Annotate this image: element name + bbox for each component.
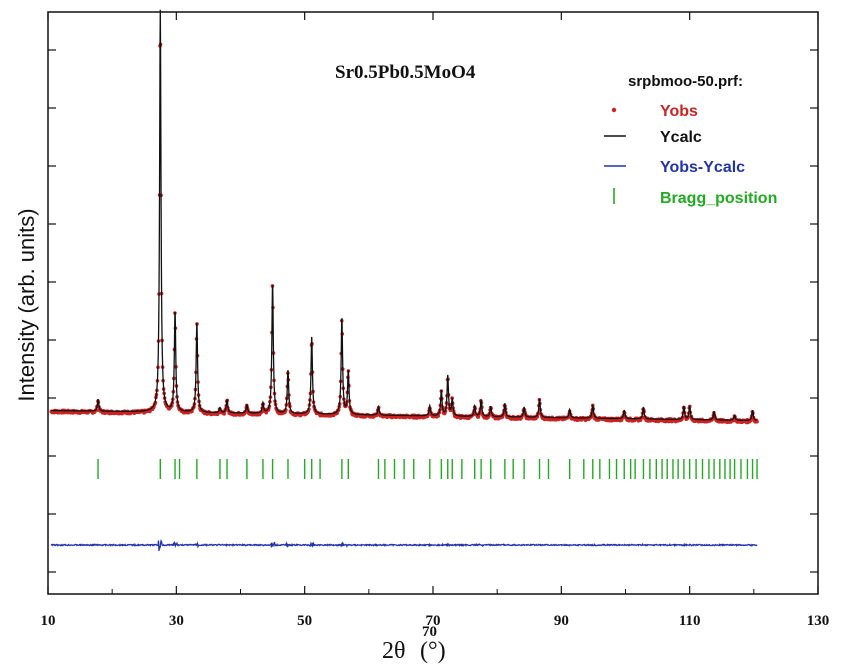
x-ticks: 10 30 50 70 90 110 130 bbox=[41, 12, 830, 629]
x-axis-label-unit: (°) bbox=[420, 638, 446, 664]
x-tick-label: 50 bbox=[297, 613, 312, 629]
x-axis-label: 2θ 70 (°) bbox=[382, 624, 446, 664]
x-tick-label: 130 bbox=[807, 613, 830, 629]
x-axis-label-main: 2θ bbox=[382, 638, 406, 664]
difference-curve bbox=[50, 539, 758, 551]
x-tick-label: 30 bbox=[169, 613, 184, 629]
x-tick-label: 110 bbox=[679, 613, 701, 629]
x-axis-label-sup: 70 bbox=[422, 624, 437, 640]
x-tick-label: 10 bbox=[41, 613, 56, 629]
ycalc-curve bbox=[51, 9, 757, 421]
legend-yobs-label: Yobs bbox=[660, 103, 698, 120]
plot-frame bbox=[47, 11, 819, 595]
legend-ycalc-label: Ycalc bbox=[660, 129, 702, 146]
legend-yobs-marker bbox=[611, 107, 617, 113]
legend: srpbmoo-50.prf: Yobs Ycalc Yobs-Ycalc Br… bbox=[604, 73, 777, 207]
legend-title: srpbmoo-50.prf: bbox=[628, 73, 743, 90]
x-tick-label: 90 bbox=[554, 613, 569, 629]
y-ticks bbox=[48, 49, 818, 573]
y-axis-label: Intensity (arb. units) bbox=[14, 208, 39, 401]
x-tick-label: 70 bbox=[426, 613, 441, 629]
yobs-point bbox=[755, 419, 759, 424]
legend-diff-label: Yobs-Ycalc bbox=[660, 159, 745, 176]
bragg-ticks bbox=[97, 459, 758, 479]
yobs-points bbox=[49, 42, 759, 425]
chart-title: Sr0.5Pb0.5MoO4 bbox=[335, 62, 476, 83]
difference-line bbox=[50, 539, 758, 551]
yobs-point bbox=[222, 412, 226, 416]
legend-bragg-label: Bragg_position bbox=[660, 190, 777, 207]
ycalc-line bbox=[51, 9, 757, 421]
